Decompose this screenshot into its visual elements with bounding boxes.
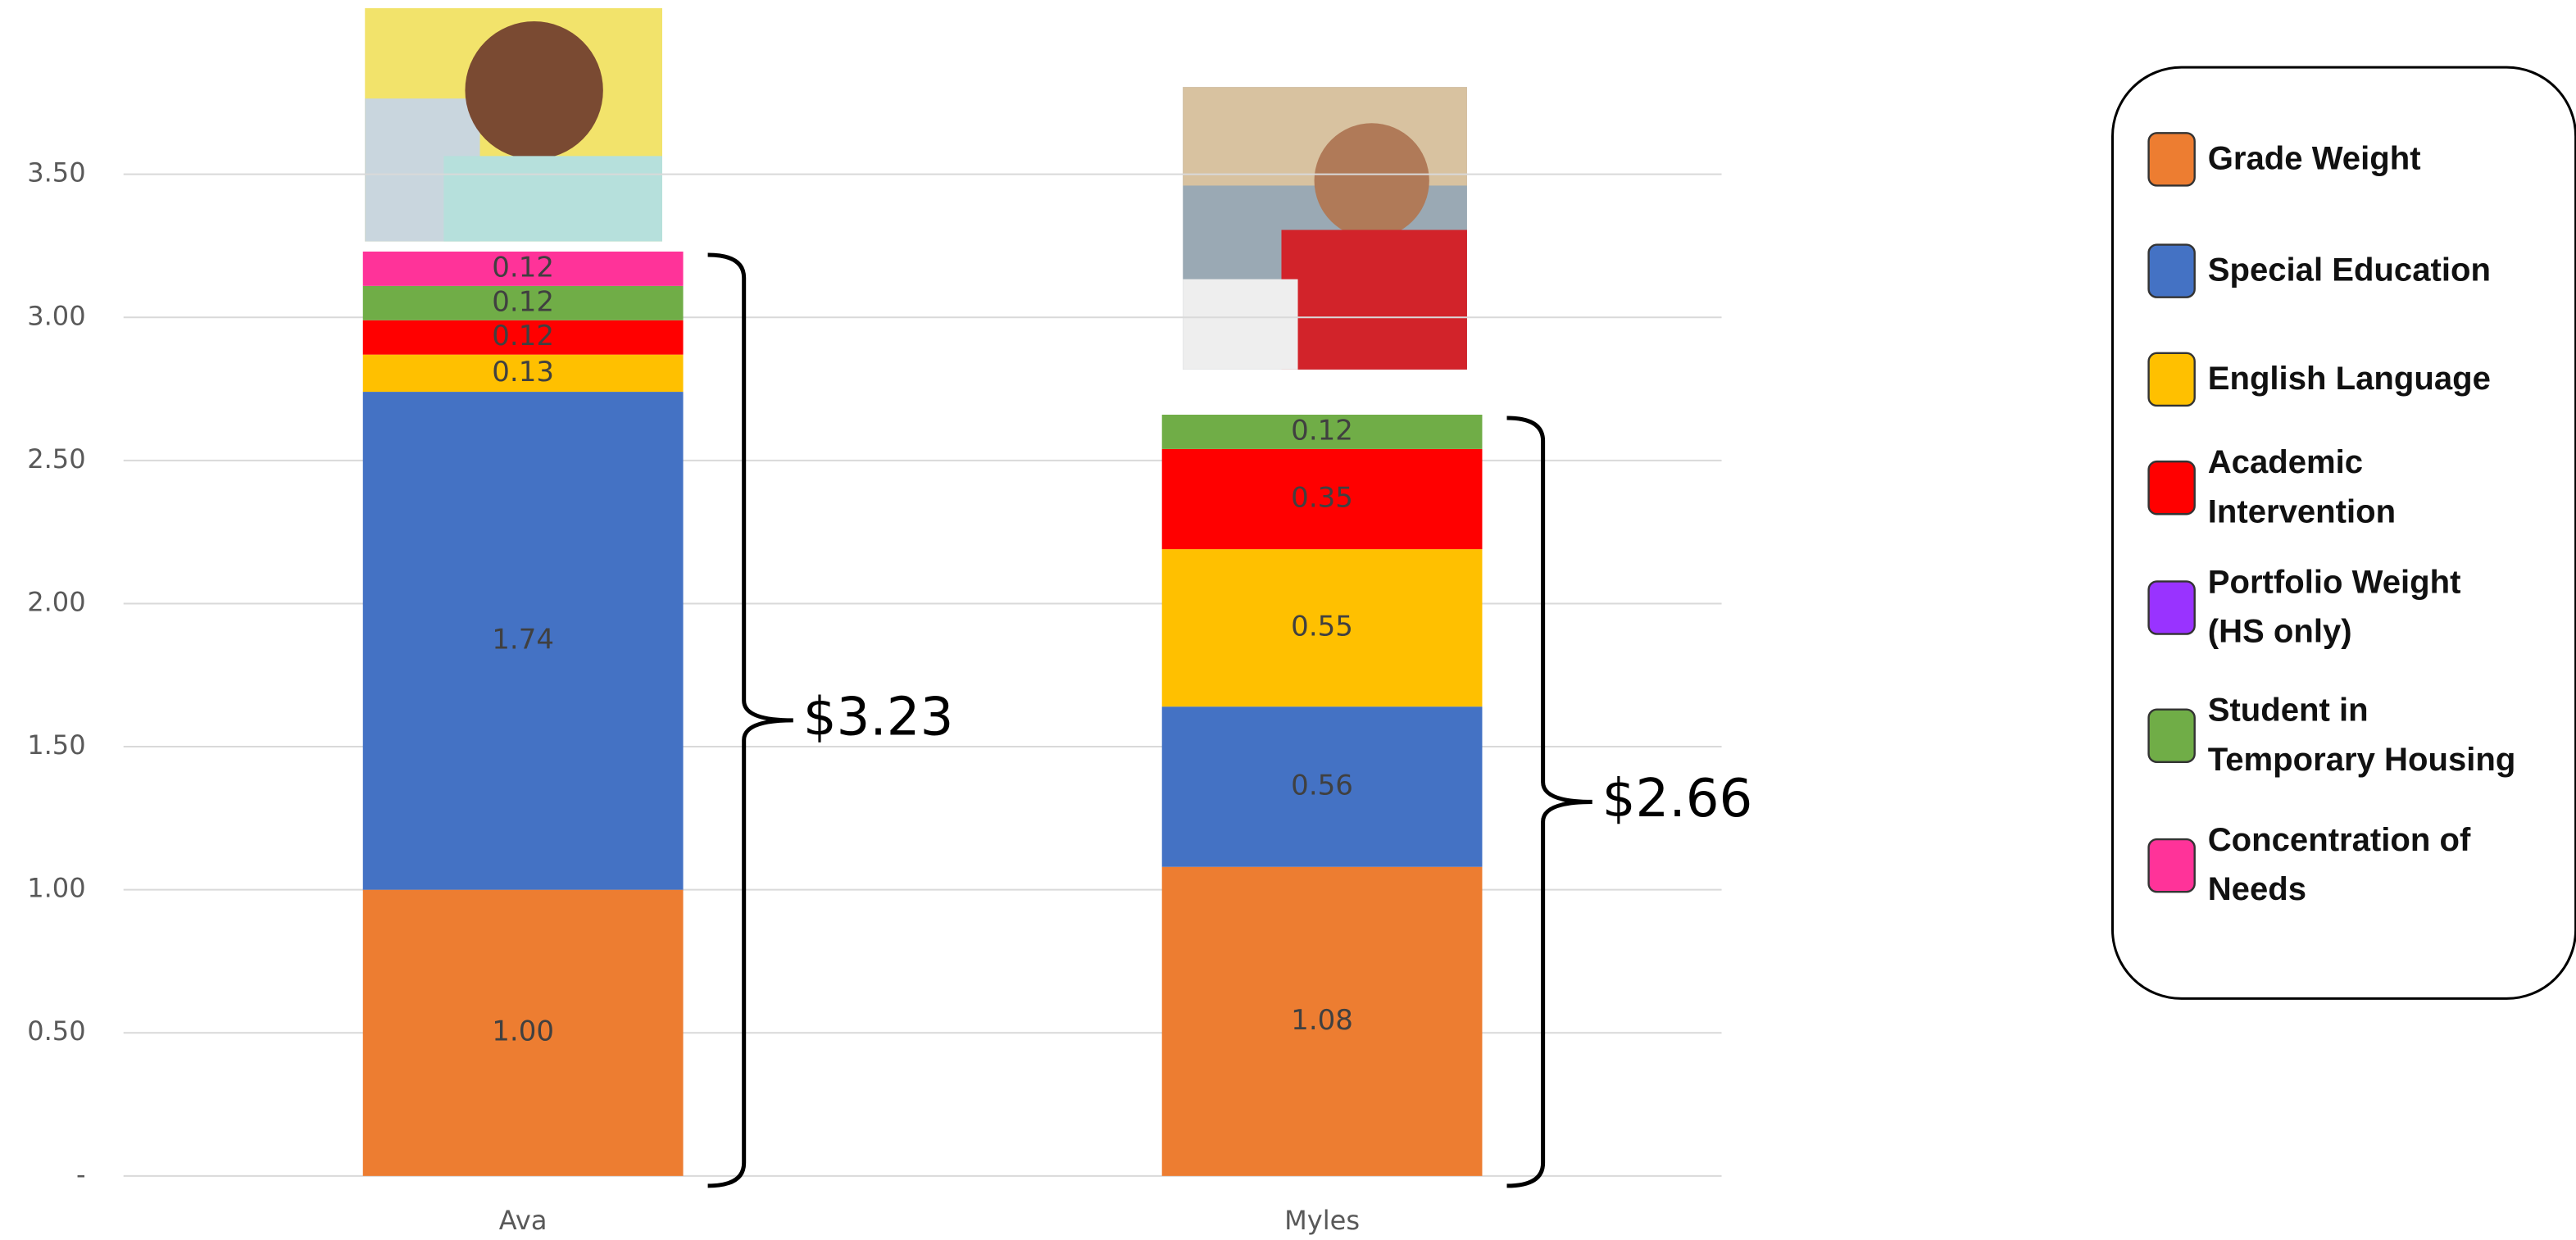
total-label: $2.66 [1602, 768, 1753, 829]
y-tick-label: 2.50 [27, 443, 85, 475]
bar-segment [1161, 706, 1483, 867]
value-label: 0.12 [492, 320, 554, 352]
bar-segment [362, 320, 684, 355]
value-label: 1.08 [1291, 1004, 1353, 1037]
legend-swatch [2147, 460, 2196, 516]
total-label: $3.23 [803, 686, 954, 747]
value-label: 0.12 [492, 285, 554, 318]
legend-label: Grade Weight [2207, 141, 2421, 178]
bar-segment [362, 392, 684, 890]
legend-item: Academic Intervention [2207, 445, 2397, 531]
bar-segment [362, 889, 684, 1176]
value-label: 0.12 [492, 251, 554, 284]
legend-item: Concentration of Needs [2207, 822, 2471, 909]
x-tick-label: Ava [499, 1205, 547, 1236]
value-label: 0.12 [1291, 414, 1353, 447]
legend-label: Portfolio Weight (HS only) [2207, 565, 2461, 651]
legend-label: Student in Temporary Housing [2207, 693, 2516, 779]
value-label: 0.35 [1291, 482, 1353, 515]
y-tick-label: - [76, 1159, 86, 1190]
legend: Grade Weight Special Education English Lan… [2147, 132, 2516, 909]
legend-label: English Language [2207, 361, 2491, 397]
y-tick-label: 3.50 [27, 157, 85, 188]
x-tick-label: Myles [1284, 1205, 1360, 1236]
photo-myles [1183, 87, 1467, 370]
y-tick-label: 1.50 [27, 729, 85, 761]
bar-segment [362, 354, 684, 393]
bar-segment [362, 285, 684, 320]
brace [1506, 416, 1592, 1188]
brace [707, 252, 793, 1188]
bar-segment [362, 251, 684, 286]
y-tick-label: 0.50 [27, 1015, 85, 1047]
y-tick-label: 2.00 [27, 586, 85, 617]
legend-item: Grade Weight [2207, 141, 2421, 178]
value-label: 0.56 [1291, 769, 1353, 802]
legend-swatch [2147, 243, 2196, 298]
y-tick-label: 1.00 [27, 873, 85, 904]
value-label: 0.13 [492, 356, 554, 388]
legend-item: Student in Temporary Housing [2207, 693, 2516, 779]
value-label: 1.00 [492, 1015, 554, 1048]
legend-swatch [2147, 838, 2196, 893]
value-label: 1.74 [492, 623, 554, 656]
legend-item: Special Education [2207, 252, 2491, 289]
legend-swatch [2147, 708, 2196, 764]
legend-label: Special Education [2207, 252, 2491, 289]
legend-swatch [2147, 352, 2196, 407]
bar-segment [1161, 448, 1483, 550]
bar-segment [1161, 414, 1483, 449]
y-tick-label: 3.00 [27, 300, 85, 331]
legend-label: Concentration of Needs [2207, 822, 2471, 909]
legend-swatch [2147, 580, 2196, 635]
value-label: 0.55 [1291, 611, 1353, 643]
photo-ava [365, 8, 662, 242]
bar-segment [1161, 866, 1483, 1176]
bar-segment [1161, 549, 1483, 707]
legend-swatch [2147, 132, 2196, 187]
legend-item: English Language [2207, 361, 2491, 397]
legend-label: Academic Intervention [2207, 445, 2397, 531]
legend-item: Portfolio Weight (HS only) [2207, 565, 2461, 651]
